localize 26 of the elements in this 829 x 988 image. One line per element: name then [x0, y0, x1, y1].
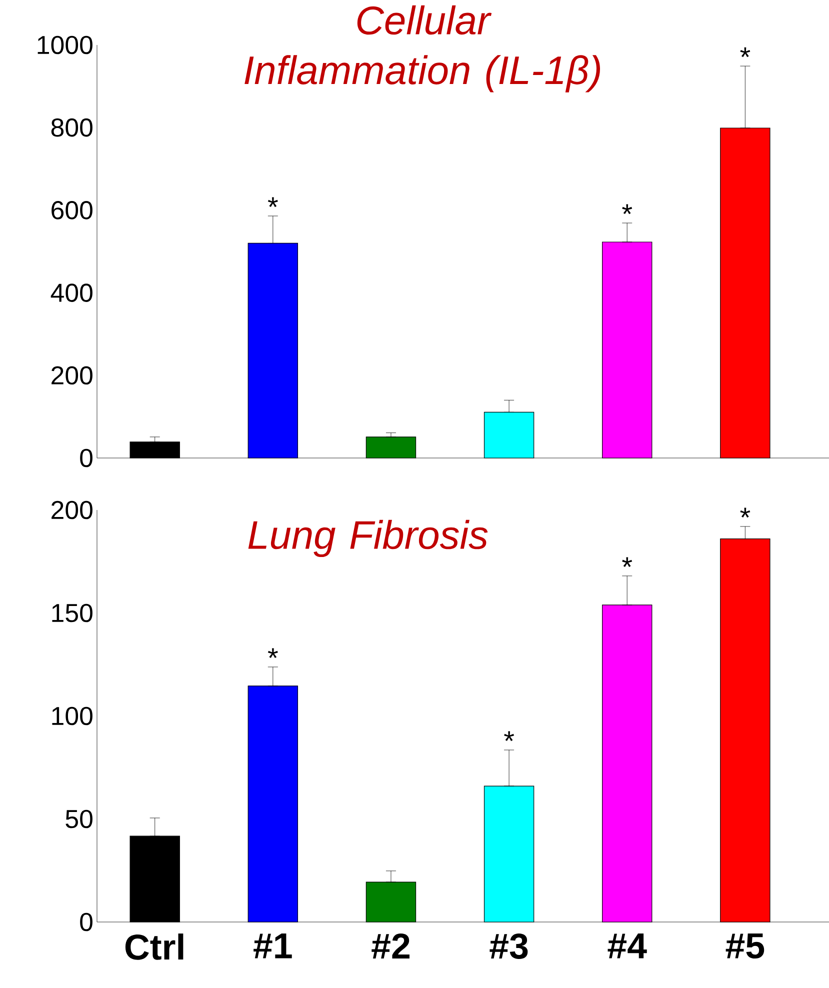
annotation: * — [740, 508, 750, 518]
y-tick-label: 50 — [66, 810, 92, 828]
y-tick-label: 0 — [80, 448, 92, 468]
y-tick-label: 1000 — [38, 36, 92, 54]
x-tick-label: #2 — [372, 934, 410, 959]
chart-title: Lung Fibrosis — [248, 520, 488, 558]
x-tick-label: #3 — [490, 934, 528, 959]
annotation: * — [622, 557, 632, 568]
annotation: * — [268, 197, 278, 208]
x-tick-label: Ctrl — [125, 934, 184, 960]
annotation: * — [504, 731, 514, 742]
annotation: * — [622, 204, 632, 214]
annotation: * — [268, 648, 278, 658]
y-tick-label: 200 — [51, 366, 92, 385]
annotation: * — [740, 47, 750, 58]
x-tick-label: #1 — [253, 934, 292, 958]
chart-title: Cellular Inflammation (IL-1β) — [244, 5, 600, 92]
y-tick-label: 100 — [52, 706, 92, 726]
y-tick-label: 0 — [80, 912, 92, 932]
y-tick-label: 200 — [51, 500, 92, 520]
y-tick-label: 600 — [51, 201, 92, 220]
x-tick-label: #5 — [726, 934, 764, 959]
x-tick-label: #4 — [608, 934, 647, 958]
y-tick-label: 400 — [50, 284, 92, 302]
y-tick-label: 150 — [52, 604, 92, 622]
y-tick-label: 800 — [51, 118, 92, 137]
